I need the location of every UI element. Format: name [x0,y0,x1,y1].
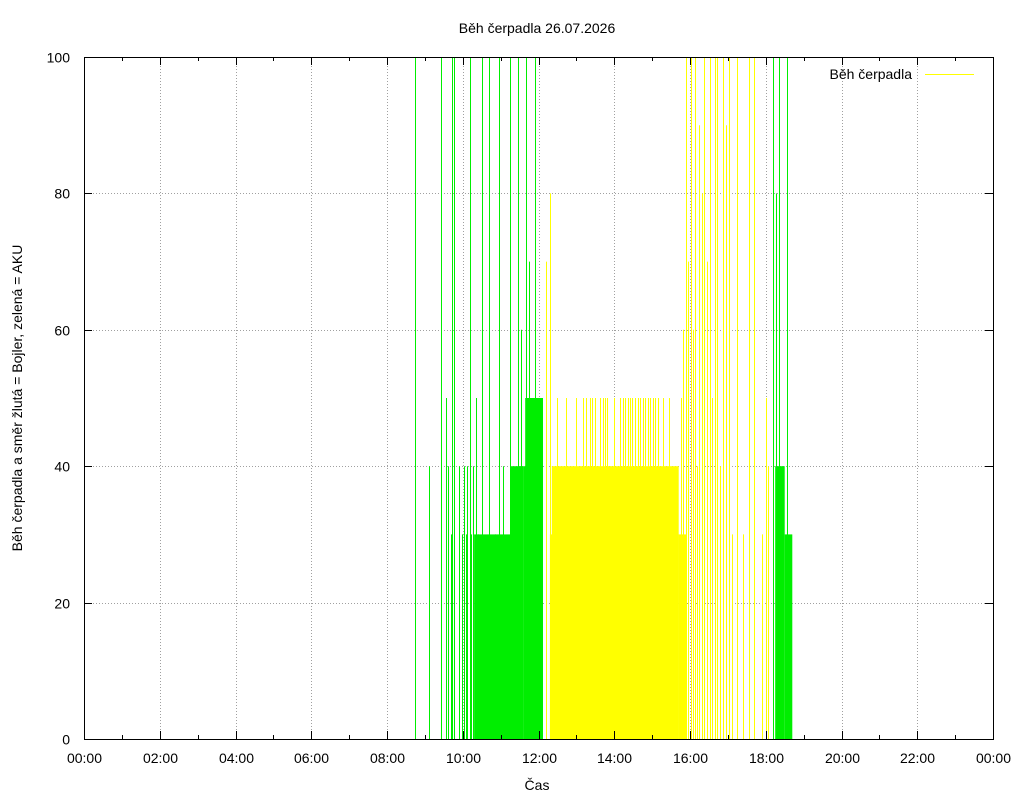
plot-area [415,57,793,739]
y-tick-label: 0 [62,732,70,748]
x-tick-label: 16:00 [673,750,708,766]
y-tick-label: 60 [54,323,70,339]
pump-run-block [678,534,687,739]
x-tick-label: 20:00 [825,750,860,766]
y-axis-label: Běh čerpadla a směr žlutá = Bojler, zele… [9,245,25,552]
axis-ticks: 00:00 02:00 04:00 06:00 08:00 10:00 12:00 14:00… [47,50,1012,767]
x-tick-label: 06:00 [294,750,329,766]
x-tick-label: 04:00 [219,750,254,766]
legend: Běh čerpadla [829,66,974,82]
x-tick-label: 18:00 [749,750,784,766]
x-tick-label: 00:00 [976,750,1011,766]
y-tick-label: 40 [54,459,70,475]
legend-label: Běh čerpadla [829,66,912,82]
x-tick-label: 00:00 [67,750,102,766]
x-tick-label: 08:00 [370,750,405,766]
x-tick-label: 02:00 [143,750,178,766]
chart-title: Běh čerpadla 26.07.2026 [459,20,616,36]
pump-run-block [784,534,793,739]
x-tick-label: 22:00 [900,750,935,766]
y-tick-label: 80 [54,186,70,202]
x-tick-label: 14:00 [597,750,632,766]
x-axis-label: Čas [525,777,550,793]
pump-run-block [474,534,511,739]
pump-run-block [551,466,679,739]
x-tick-label: 12:00 [522,750,557,766]
y-tick-label: 100 [47,50,71,66]
y-tick-label: 20 [54,596,70,612]
x-tick-label: 10:00 [446,750,481,766]
